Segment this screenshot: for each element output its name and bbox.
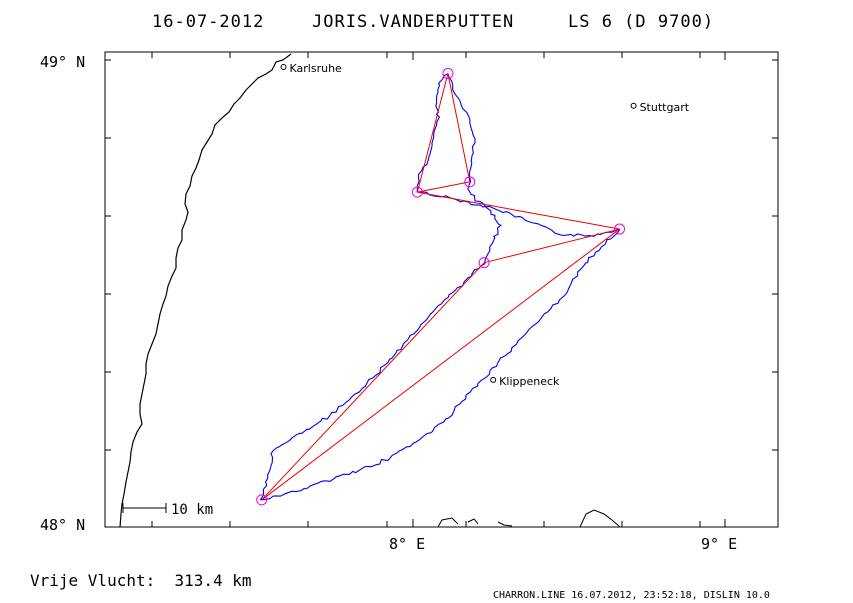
map-frame xyxy=(104,51,779,528)
glider-type: LS 6 (D 9700) xyxy=(568,12,714,32)
task-leg xyxy=(416,73,449,193)
turnpoints xyxy=(256,68,626,506)
task-leg xyxy=(261,228,620,501)
turnpoint-marker xyxy=(442,68,454,80)
place-label: Karlsruhe xyxy=(290,62,343,75)
footer-credits: CHARRON.LINE 16.07.2012, 23:52:18, DISLI… xyxy=(493,590,770,601)
turnpoint-marker xyxy=(614,223,626,235)
free-flight-distance: Vrije Vlucht: 313.4 km xyxy=(30,571,252,590)
scale-bar-label: 10 km xyxy=(171,502,213,518)
task-triangle xyxy=(261,73,620,501)
turnpoint-marker xyxy=(256,494,268,506)
place-marker xyxy=(630,102,637,109)
turnpoint-marker xyxy=(411,186,423,198)
scale-bar xyxy=(122,503,167,513)
places: Karlsruhe Stuttgart Klippeneck xyxy=(280,62,690,388)
place-label: Klippeneck xyxy=(499,375,560,388)
lat-label-top: 49° N xyxy=(40,53,85,71)
lake-outline xyxy=(437,509,621,528)
lon-label-9: 9° E xyxy=(701,535,737,553)
place-marker xyxy=(280,64,287,71)
task-leg xyxy=(484,228,620,264)
task-leg xyxy=(417,191,620,230)
task-leg xyxy=(417,181,470,193)
place-label: Stuttgart xyxy=(640,101,690,114)
pilot-name: JORIS.VANDERPUTTEN xyxy=(312,12,514,32)
axis-ticks xyxy=(105,52,778,528)
turnpoint-marker xyxy=(478,257,490,269)
flight-date: 16-07-2012 xyxy=(152,12,264,32)
place-marker xyxy=(490,376,497,383)
flight-track xyxy=(259,73,621,501)
lon-label-8: 8° E xyxy=(389,535,425,553)
border-line xyxy=(119,53,292,528)
task-leg xyxy=(261,262,485,501)
turnpoint-marker xyxy=(464,176,476,188)
task-leg xyxy=(447,73,471,182)
lat-label-bottom: 48° N xyxy=(40,516,85,534)
